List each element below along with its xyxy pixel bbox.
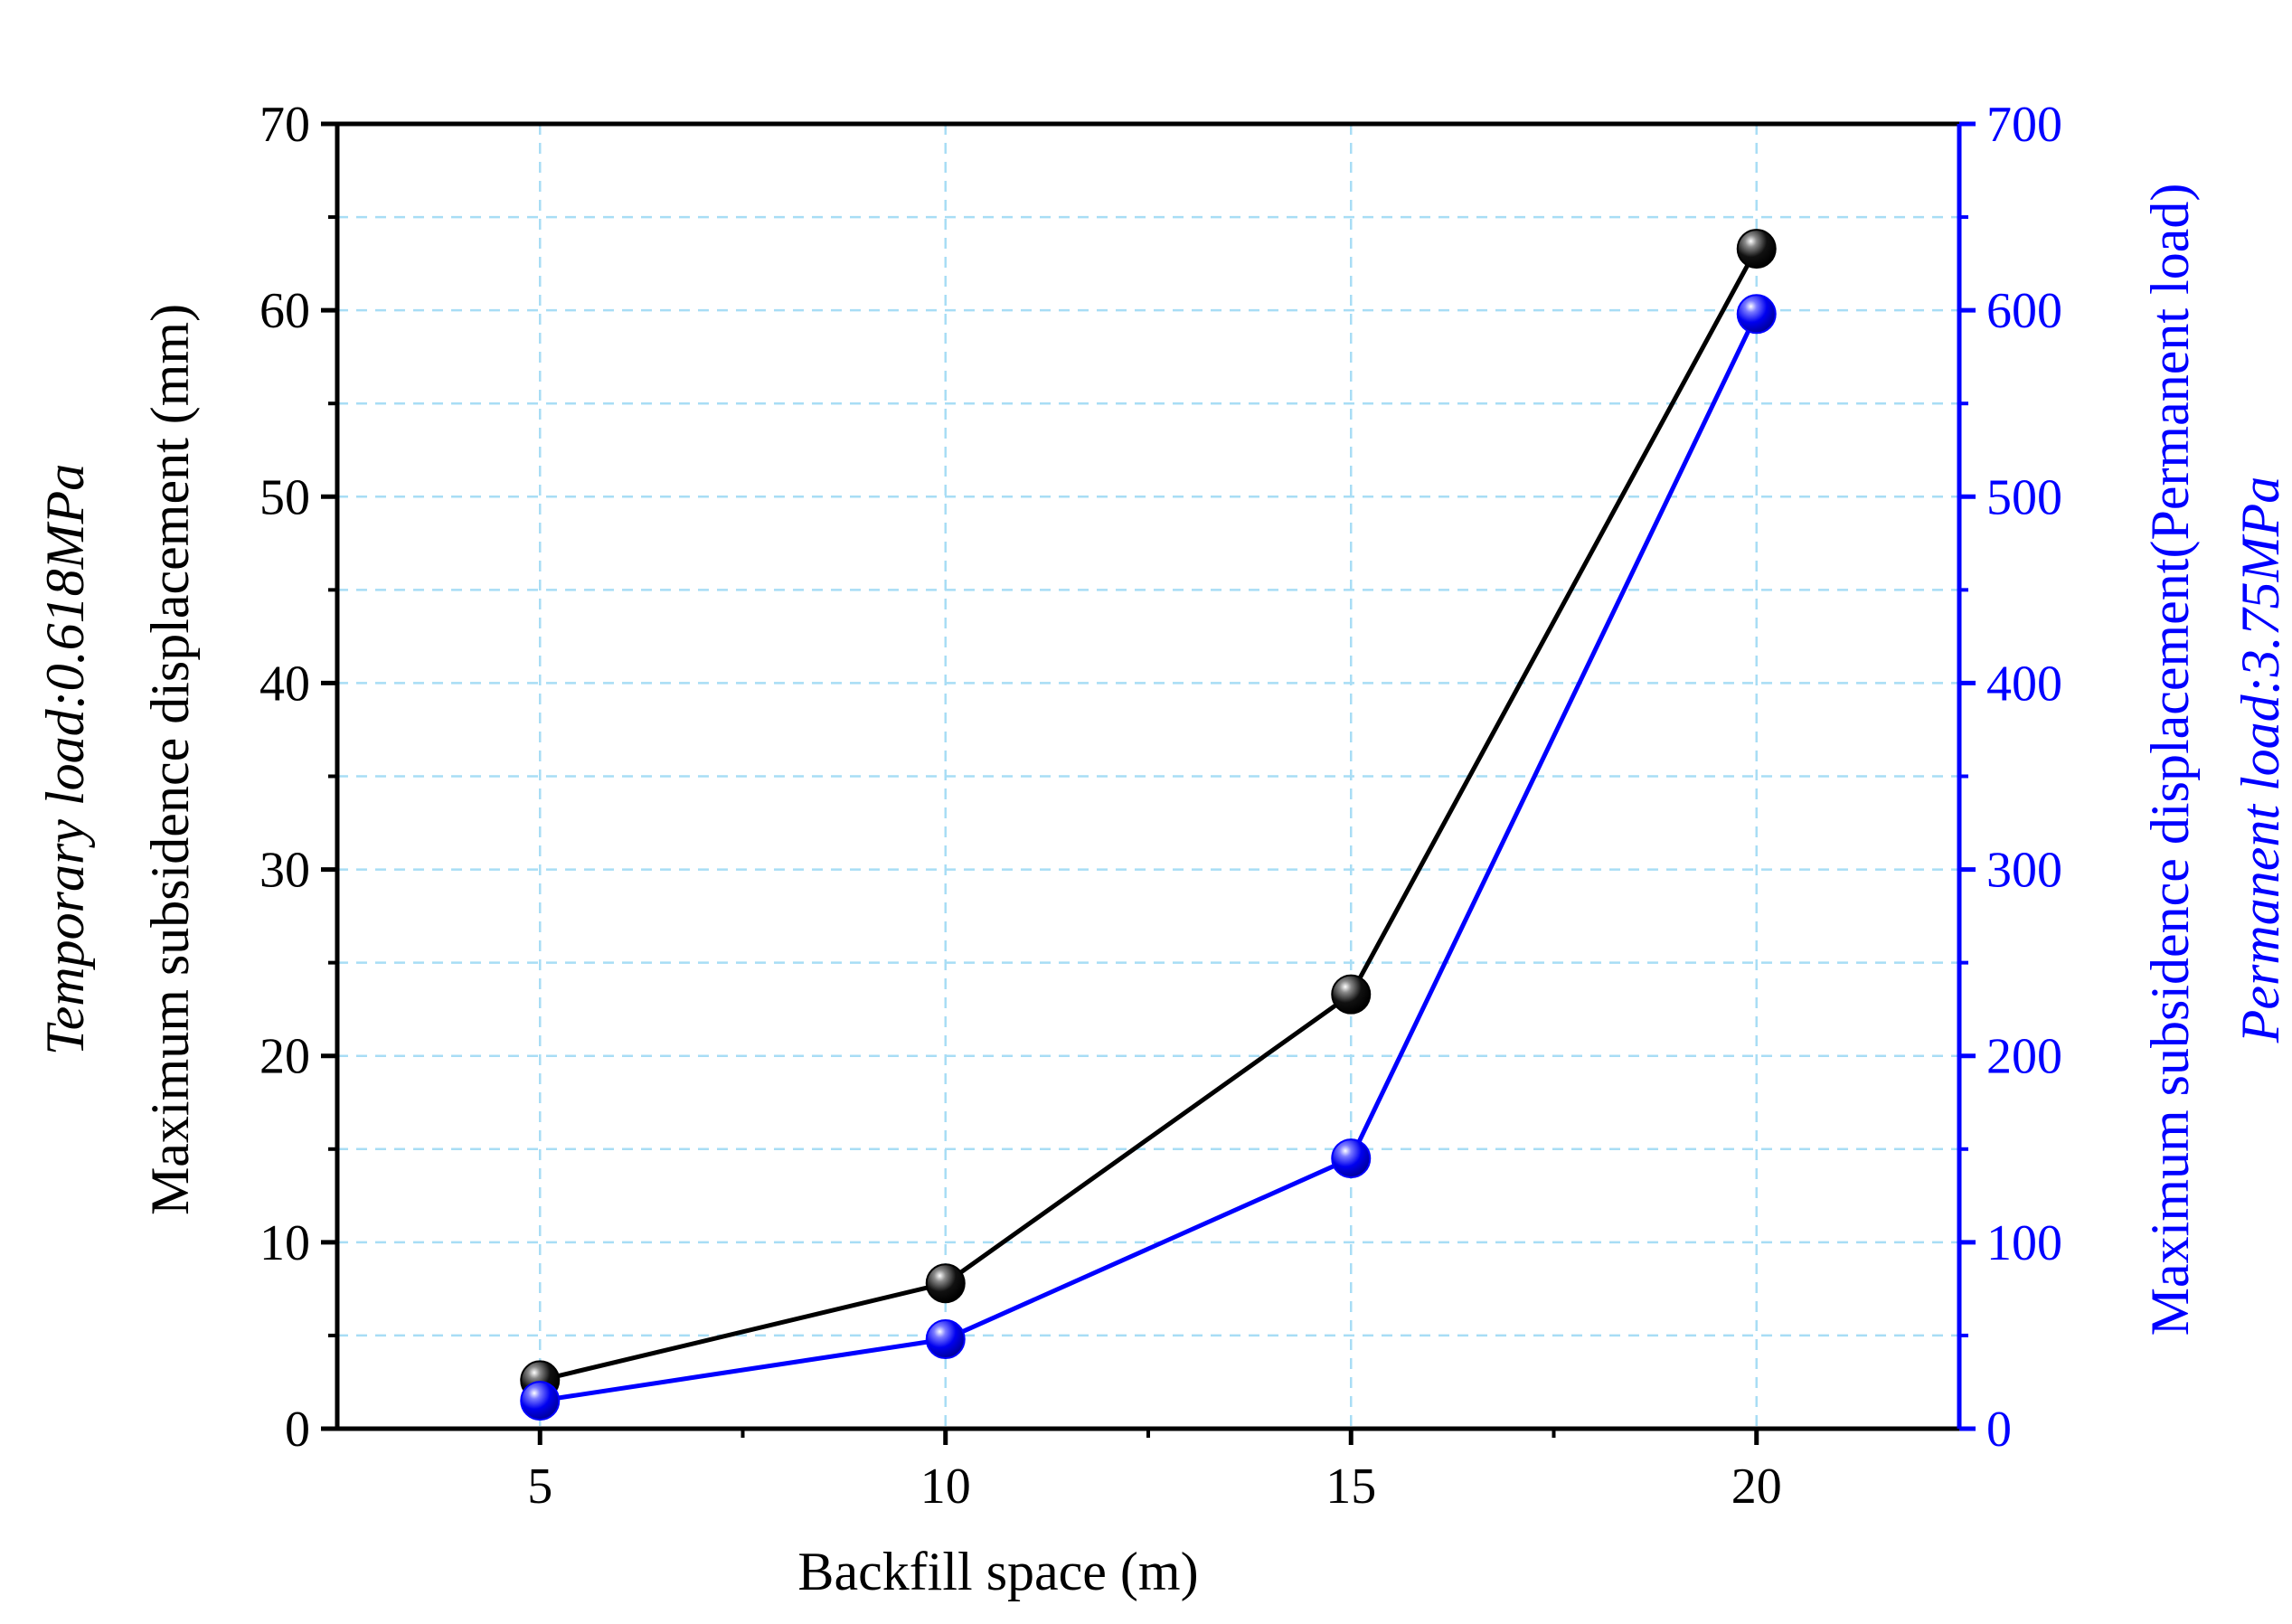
series-line-permanent <box>539 313 1759 1403</box>
data-point-temporary <box>925 1263 966 1304</box>
y-right-axis-title: Maximum subsidence displacement(Permanen… <box>2140 184 2200 1336</box>
y-right-tick-label: 500 <box>1986 469 2062 525</box>
y-right-axis-subtitle: Permanent load:3.75MPa <box>2231 477 2290 1044</box>
data-point-permanent <box>1736 294 1777 335</box>
y-right-tick-label: 600 <box>1986 283 2062 339</box>
y-right-tick-label: 0 <box>1986 1402 2012 1458</box>
y-left-tick-label: 60 <box>259 283 310 339</box>
x-tick-label: 5 <box>527 1459 552 1515</box>
y-left-tick-label: 70 <box>259 97 310 153</box>
data-point-temporary <box>1331 974 1372 1015</box>
y-right-tick-label: 400 <box>1986 656 2062 712</box>
data-point-permanent <box>520 1381 561 1421</box>
y-left-tick-label: 10 <box>259 1215 310 1271</box>
y-right-tick-label: 700 <box>1986 97 2062 153</box>
x-tick-label: 15 <box>1325 1459 1376 1515</box>
x-axis-title: Backfill space (m) <box>797 1542 1198 1601</box>
data-point-permanent <box>1331 1138 1372 1179</box>
axes-layer <box>321 121 1976 1445</box>
series-layer <box>520 229 1777 1421</box>
y-left-axis-title: Maximum subsidence displacement (mm) <box>140 304 200 1215</box>
series-line-temporary <box>539 247 1759 1383</box>
x-tick-label: 20 <box>1731 1459 1782 1515</box>
y-left-tick-label: 0 <box>285 1402 310 1458</box>
x-tick-label: 10 <box>920 1459 971 1515</box>
data-point-temporary <box>1736 229 1777 269</box>
y-left-tick-label: 20 <box>259 1029 310 1085</box>
y-left-tick-label: 50 <box>259 469 310 525</box>
y-right-tick-label: 200 <box>1986 1029 2062 1085</box>
y-left-tick-label: 30 <box>259 843 310 899</box>
y-right-tick-label: 100 <box>1986 1215 2062 1271</box>
y-left-tick-label: 40 <box>259 656 310 712</box>
data-point-permanent <box>925 1319 966 1360</box>
y-left-axis-subtitle: Temporary load:0.618MPa <box>35 464 95 1055</box>
y-right-tick-label: 300 <box>1986 843 2062 899</box>
grid-layer <box>337 124 1959 1429</box>
